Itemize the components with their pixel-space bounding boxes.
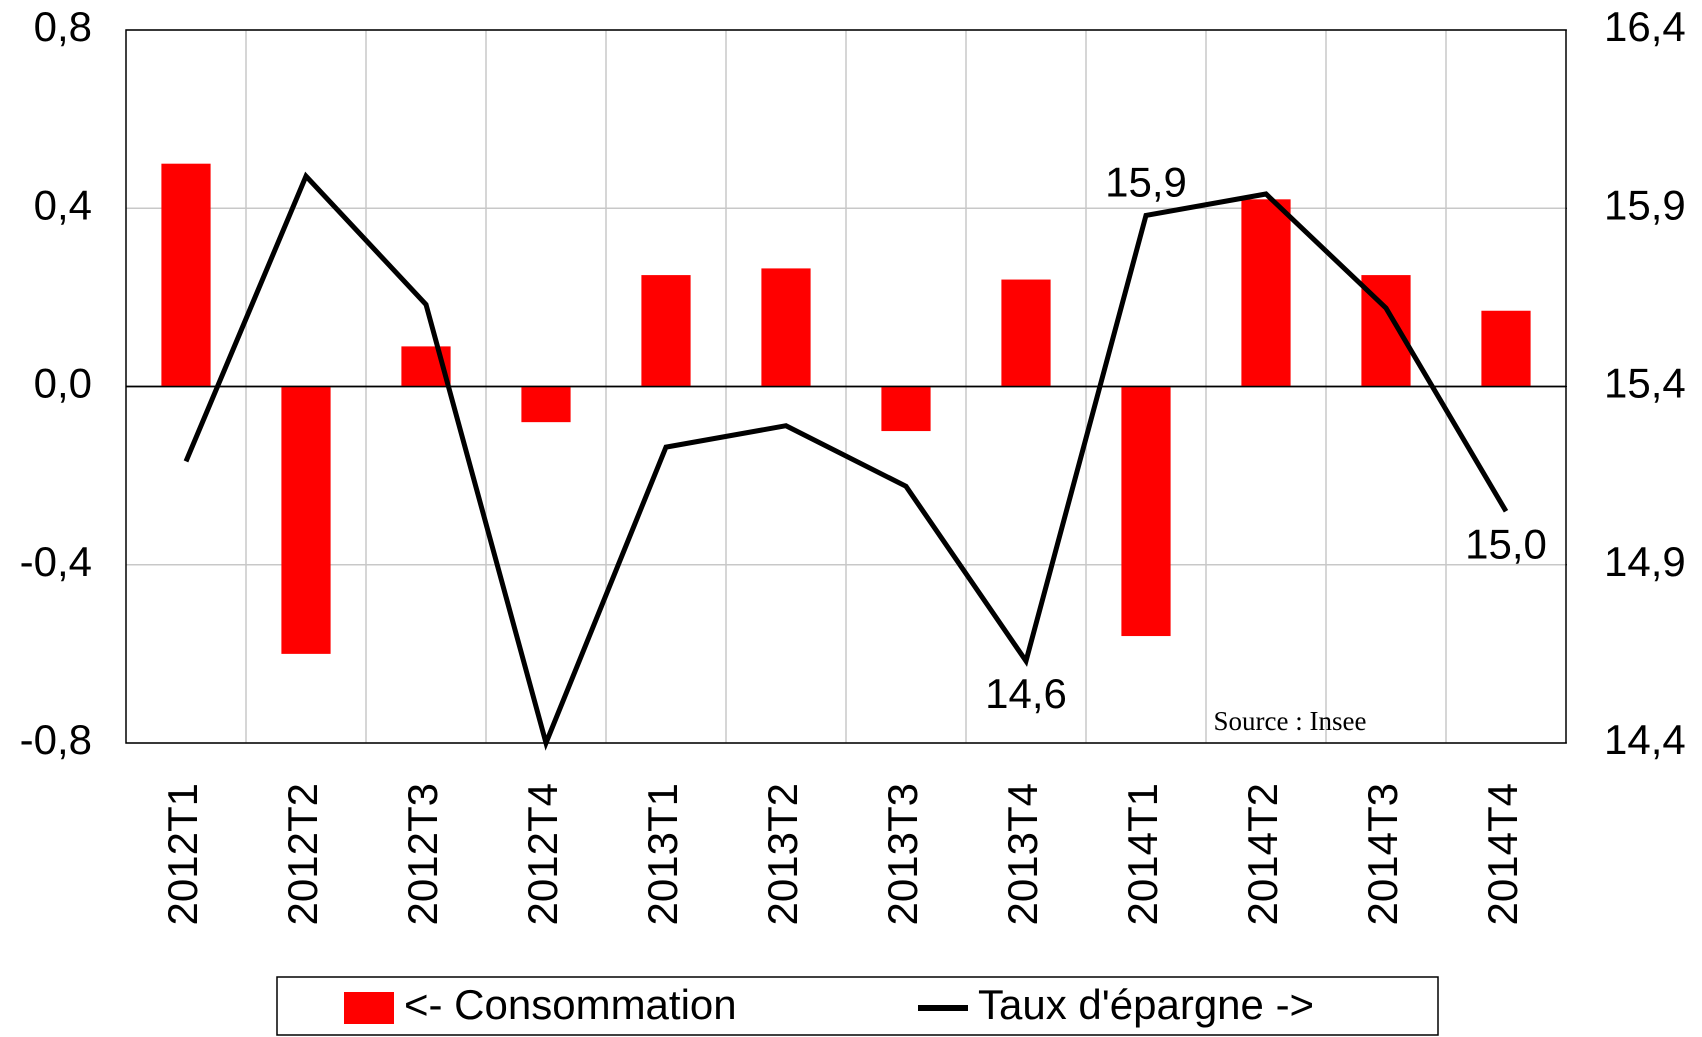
data-label: 15,0 [1465, 520, 1547, 567]
y-tick-label: 0,4 [34, 181, 92, 228]
bar [881, 386, 931, 432]
legend-box [276, 976, 1439, 1036]
y-tick-label: -0,4 [20, 538, 92, 585]
bar [1121, 386, 1171, 637]
y2-tick-label: 15,9 [1604, 181, 1686, 228]
y2-tick-label: 16,4 [1604, 3, 1686, 50]
bar [1481, 310, 1531, 387]
x-tick-label: 2014T1 [1119, 783, 1166, 925]
bar [281, 386, 331, 654]
x-tick-label: 2014T4 [1479, 783, 1526, 925]
x-tick-label: 2012T1 [159, 783, 206, 925]
x-tick-label: 2014T2 [1239, 783, 1286, 925]
bar [1241, 199, 1291, 387]
y-tick-label: 0,0 [34, 360, 92, 407]
data-label: 15,9 [1105, 158, 1187, 205]
x-tick-label: 2012T4 [519, 783, 566, 925]
data-label: 14,6 [985, 670, 1067, 717]
annotation: Source : Insee [1214, 706, 1367, 736]
line [183, 171, 1509, 751]
bar [641, 275, 691, 387]
x-tick-label: 2014T3 [1359, 783, 1406, 925]
bar [161, 163, 211, 387]
x-tick-label: 2013T1 [639, 783, 686, 925]
bar [1001, 279, 1051, 387]
x-tick-label: 2013T4 [999, 783, 1046, 925]
x-tick-label: 2012T2 [279, 783, 326, 925]
y-tick-label: 0,8 [34, 3, 92, 50]
x-tick-label: 2012T3 [399, 783, 446, 925]
x-tick-label: 2013T3 [879, 783, 926, 925]
bar [521, 386, 571, 423]
bar [761, 268, 811, 387]
y2-tick-label: 14,9 [1604, 538, 1686, 585]
legend-label: Taux d'épargne -> [978, 981, 1314, 1028]
y2-tick-label: 15,4 [1604, 360, 1686, 407]
legend-label: <- Consommation [404, 981, 737, 1028]
y-tick-label: -0,8 [20, 716, 92, 763]
legend-swatch [344, 992, 394, 1024]
y2-tick-label: 14,4 [1604, 716, 1686, 763]
x-tick-label: 2013T2 [759, 783, 806, 925]
